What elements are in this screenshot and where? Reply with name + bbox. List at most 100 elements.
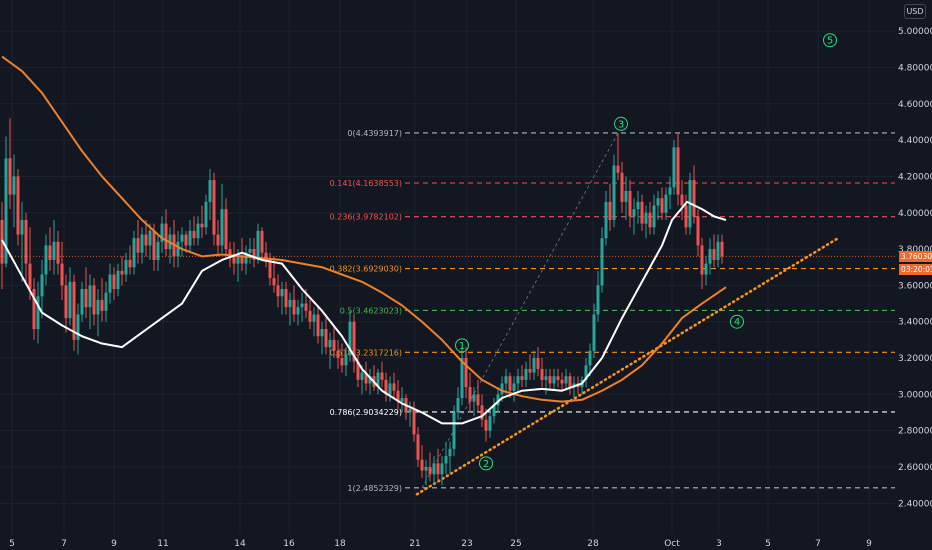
time-tick-label: 5 [765,539,771,549]
candle-body [144,234,148,246]
wave-marker-circle[interactable] [455,338,469,353]
candle-body [384,379,388,395]
trendline-group[interactable] [415,236,840,496]
candle-body [588,350,592,366]
candle-body [204,201,208,228]
candle-body [676,147,680,195]
candle-body [344,354,348,366]
candle-body [96,299,100,315]
time-tick-label: 16 [283,539,295,549]
candle-body [684,205,688,228]
wave-marker-circle[interactable] [479,456,493,471]
candle-body [224,209,228,250]
candle-body [444,456,448,464]
candle-body [416,434,420,460]
candle-body [468,387,472,402]
candle-body [632,209,636,217]
candle-body [292,299,296,315]
candle-body [128,259,132,268]
candle-body [32,289,36,329]
candle-body [484,419,488,431]
candle-body [680,194,684,206]
candle-body [496,394,500,406]
candle-body [592,314,596,351]
time-axis[interactable]: 5 7 9 11 14 16 18 21 23 25 28 Oct 3 5 7 9 [9,539,872,549]
time-tick-label: 18 [334,539,346,549]
wave-marker-label: 4 [734,317,740,328]
candle-body [412,408,416,435]
wave-marker-circle[interactable] [730,314,744,329]
candle-body [72,281,76,340]
price-axis[interactable]: 2.4000000 2.6000000 2.8000000 3.0000000 3.20… [898,27,932,509]
candle-body [64,285,68,319]
candle-body [148,230,152,246]
candle-body [288,299,292,308]
bar-countdown-label: 03:20:03 [899,264,932,275]
candle-body [660,198,664,213]
candle-body [244,252,248,264]
time-tick-label: 9 [866,539,872,549]
candle-body [600,238,604,286]
candle-body [36,296,40,329]
candle-body [460,358,464,398]
candle-body [140,234,144,253]
candle-body [56,241,60,264]
candle-body [512,383,516,391]
price-tick-label: 3.2000000 [898,354,932,364]
candle-body [648,212,652,228]
candle-body [440,463,444,475]
candle-body [720,241,724,257]
candle-body [668,187,672,195]
wave-marker-circle[interactable] [823,33,837,48]
candle-body [24,220,28,264]
candle-body [664,194,668,213]
candle-body [388,383,392,395]
candle-body [708,249,712,264]
candle-body [180,234,184,242]
candle-body [636,201,640,210]
elliott-wave-labels[interactable]: 1 2 3 4 5 [455,33,837,471]
candle-body [12,176,16,195]
candle-body [432,463,436,475]
candle-body [448,448,452,457]
fast-moving-average [1,200,727,425]
candle-body [92,285,96,315]
candle-body [16,176,20,235]
fib-level-label: 0.5(3.4623023) [340,306,402,315]
candle-body [596,285,600,315]
fib-level-label: 1(2.4852329) [347,484,402,493]
candle-body [428,467,432,475]
candle-body [380,372,384,380]
price-tick-label: 4.4000000 [898,136,932,146]
candle-body [376,372,380,388]
moving-averages [1,55,727,425]
price-tick-label: 2.6000000 [898,463,932,473]
candle-body [548,376,552,384]
price-tick-label: 4.2000000 [898,172,932,182]
candle-body [608,201,612,221]
candle-body [256,230,260,260]
candle-body [48,245,52,260]
time-tick-label: 28 [587,539,599,549]
candle-body [188,230,192,246]
candle-body [356,361,360,380]
candle-body [624,190,628,202]
candle-body [528,368,532,373]
ascending-trendline[interactable] [415,236,840,496]
candle-body [652,205,656,228]
price-tick-label: 2.8000000 [898,427,932,437]
price-tick-label: 3.0000000 [898,390,932,400]
price-tick-label: 3.4000000 [898,318,932,328]
time-tick-label: 7 [815,539,821,549]
candle-body [124,259,128,275]
candle-body [352,321,356,362]
candle-body [572,383,576,388]
candle-body [276,285,280,297]
candle-body [456,397,460,413]
candle-body [296,307,300,315]
wave-marker-circle[interactable] [614,116,628,131]
price-tick-label: 4.6000000 [898,100,932,110]
currency-label[interactable]: USD [904,4,926,19]
candle-body [156,241,160,260]
